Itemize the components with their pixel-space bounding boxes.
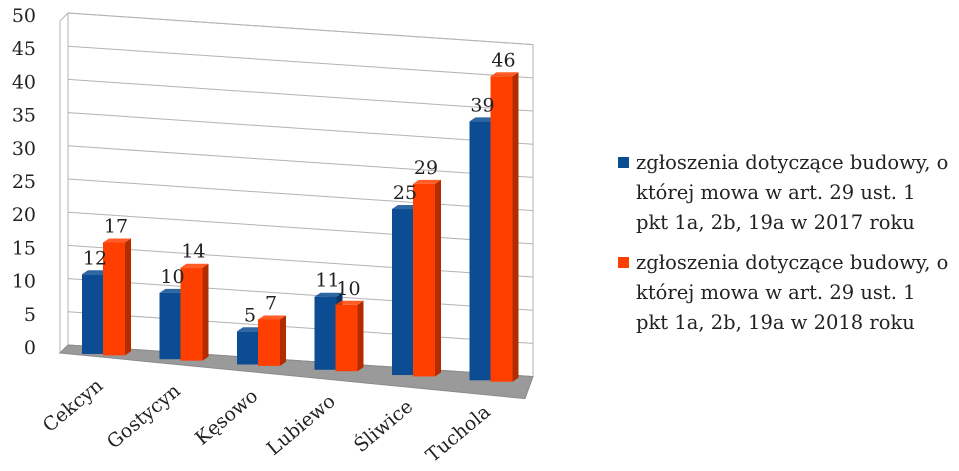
data-label: 14	[181, 241, 205, 263]
legend-item-2017: zgłoszenia dotyczące budowy, o której mo…	[618, 148, 953, 238]
bar-top	[314, 292, 343, 297]
category-label: Gostycyn	[103, 380, 185, 454]
y-tick-label: 20	[12, 204, 36, 226]
bar-top	[258, 315, 286, 320]
data-label: 10	[336, 278, 360, 300]
bar	[82, 274, 104, 354]
side-wall	[59, 11, 69, 355]
legend-swatch-2018	[618, 257, 629, 268]
bars	[82, 72, 519, 382]
data-label: 11	[315, 270, 339, 292]
y-tick-label: 35	[12, 105, 36, 127]
bar	[258, 319, 280, 366]
legend-item-2018: zgłoszenia dotyczące budowy, o której mo…	[618, 248, 953, 338]
bar	[469, 121, 492, 381]
gridline	[67, 278, 534, 311]
bar-top	[413, 179, 441, 184]
bar	[335, 304, 358, 372]
gridline	[67, 178, 534, 212]
data-label: 39	[470, 94, 494, 116]
category-label: Kęsowo	[191, 385, 262, 450]
y-tick-label: 0	[24, 337, 36, 359]
gridline	[67, 12, 534, 46]
gridline	[67, 145, 534, 178]
bar	[490, 76, 513, 382]
bar	[237, 331, 259, 365]
category-label: Cekcyn	[39, 374, 107, 436]
bar	[159, 292, 182, 360]
data-label: 12	[83, 247, 107, 269]
legend: zgłoszenia dotyczące budowy, o której mo…	[618, 148, 953, 348]
data-label: 29	[414, 157, 438, 179]
y-tick-label: 50	[12, 5, 36, 27]
y-tick-label: 15	[12, 237, 36, 259]
bar	[103, 242, 125, 356]
bar-side	[512, 72, 519, 382]
legend-label-2017: zgłoszenia dotyczące budowy, o której mo…	[636, 151, 949, 234]
bar	[392, 209, 414, 376]
bar-top	[335, 300, 364, 305]
bar	[413, 183, 435, 377]
bar-top	[180, 263, 209, 268]
data-label: 5	[244, 304, 256, 326]
y-axis-ticks: 0 5 10 15 20 25 30 35 40 45 50	[12, 5, 36, 359]
y-tick-label: 25	[12, 171, 36, 193]
y-tick-label: 40	[12, 71, 36, 93]
bar-side	[357, 300, 364, 372]
y-tick-label: 5	[24, 304, 36, 326]
data-label: 10	[160, 266, 184, 288]
bar	[180, 267, 203, 361]
bar-top	[490, 72, 519, 77]
category-label: Lubiewo	[263, 390, 340, 460]
y-tick-label: 30	[12, 138, 36, 160]
gridline	[67, 244, 534, 278]
bar-top	[103, 238, 131, 243]
gridline	[67, 211, 534, 245]
legend-label-2018: zgłoszenia dotyczące budowy, o której mo…	[636, 251, 949, 334]
legend-swatch-2017	[618, 157, 629, 168]
gridline	[67, 112, 534, 145]
data-label: 17	[104, 216, 128, 238]
category-label: Śliwice	[349, 395, 417, 457]
y-tick-label: 10	[12, 271, 36, 293]
data-label: 46	[491, 49, 515, 71]
bar-side	[280, 315, 286, 366]
y-tick-label: 45	[12, 38, 36, 60]
bar-side	[125, 238, 131, 356]
gridline	[67, 45, 534, 79]
bar	[314, 296, 337, 370]
data-label: 7	[265, 292, 277, 314]
bar-side	[202, 263, 209, 361]
data-label: 25	[393, 182, 417, 204]
category-label: Tuchola	[422, 401, 495, 467]
gridline	[67, 311, 534, 344]
bar-side	[435, 179, 441, 377]
gridline	[67, 78, 534, 112]
